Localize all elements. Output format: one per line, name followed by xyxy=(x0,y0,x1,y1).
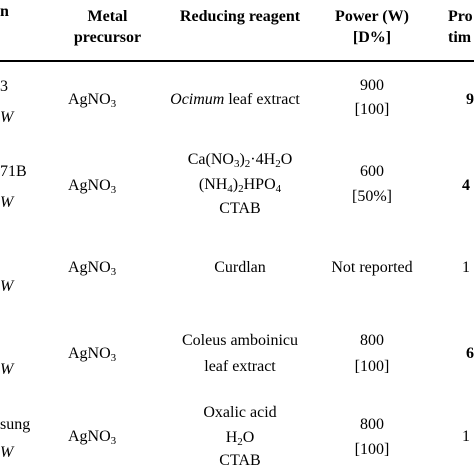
row1-metal: AgNO3 xyxy=(68,91,117,110)
row2-col1-line1: 71B xyxy=(0,163,27,180)
row1-reducing-rest: leaf extract xyxy=(224,91,300,108)
header-proc-line1: Pro xyxy=(448,8,473,25)
row4-power-line2: [100] xyxy=(354,358,390,375)
row5-proc: 1 xyxy=(462,428,470,445)
row2-power-line2: [50%] xyxy=(352,188,392,205)
header-metal-line1: Metal xyxy=(87,8,128,25)
row4-power-line1: 800 xyxy=(360,332,384,349)
row4-proc: 6 xyxy=(466,345,474,362)
row3-col1-line1: W xyxy=(0,278,14,295)
row5-power-line1: 800 xyxy=(360,416,384,433)
row5-metal: AgNO3 xyxy=(68,428,117,447)
row4-metal: AgNO3 xyxy=(68,345,117,364)
header-rule xyxy=(0,60,474,62)
row2-metal: AgNO3 xyxy=(68,177,117,196)
row2-power-line1: 600 xyxy=(360,163,384,180)
row4-reducing-line2: leaf extract xyxy=(204,358,276,375)
row2-reducing-line2: (NH4)2HPO4 xyxy=(198,176,282,195)
row3-metal: AgNO3 xyxy=(68,259,117,278)
row5-reducing-line2: H2O xyxy=(225,429,255,448)
row2-reducing-line1: Ca(NO3)2·4H2O xyxy=(187,151,293,170)
row1-reducing: Ocimum leaf extract xyxy=(150,90,320,110)
row1-reducing-italic: Ocimum xyxy=(170,91,225,108)
row3-proc: 1 xyxy=(462,259,470,276)
row4-col1-line1: W xyxy=(0,361,14,378)
row5-reducing-line1: Oxalic acid xyxy=(203,404,277,421)
row5-col1-line2: W xyxy=(0,444,14,461)
row4-reducing-line1: Coleus amboinicu xyxy=(182,332,298,349)
row5-reducing-line3: CTAB xyxy=(219,452,261,469)
row1-power-line2: [100] xyxy=(354,101,390,118)
row3-power: Not reported xyxy=(331,259,413,276)
header-reducing: Reducing reagent xyxy=(179,8,301,25)
row1-proc: 9 xyxy=(466,91,474,108)
row1-col1-line1: 3 xyxy=(0,78,8,95)
header-power-line1: Power (W) xyxy=(335,8,409,25)
row2-col1-line2: W xyxy=(0,194,14,211)
header-power-line2: [D%] xyxy=(352,29,392,46)
row3-reducing: Curdlan xyxy=(214,259,266,276)
header-metal-line2: precursor xyxy=(73,29,142,46)
row2-reducing-line3: CTAB xyxy=(219,200,261,217)
header-proc-line2: tim xyxy=(448,29,472,46)
header-col1: n xyxy=(0,3,9,20)
row5-col1-line1: sung xyxy=(0,416,31,433)
row1-power-line1: 900 xyxy=(360,77,384,94)
row2-proc: 4 xyxy=(462,177,470,194)
row5-power-line2: [100] xyxy=(354,441,390,458)
row1-col1-line2: W xyxy=(0,109,14,126)
